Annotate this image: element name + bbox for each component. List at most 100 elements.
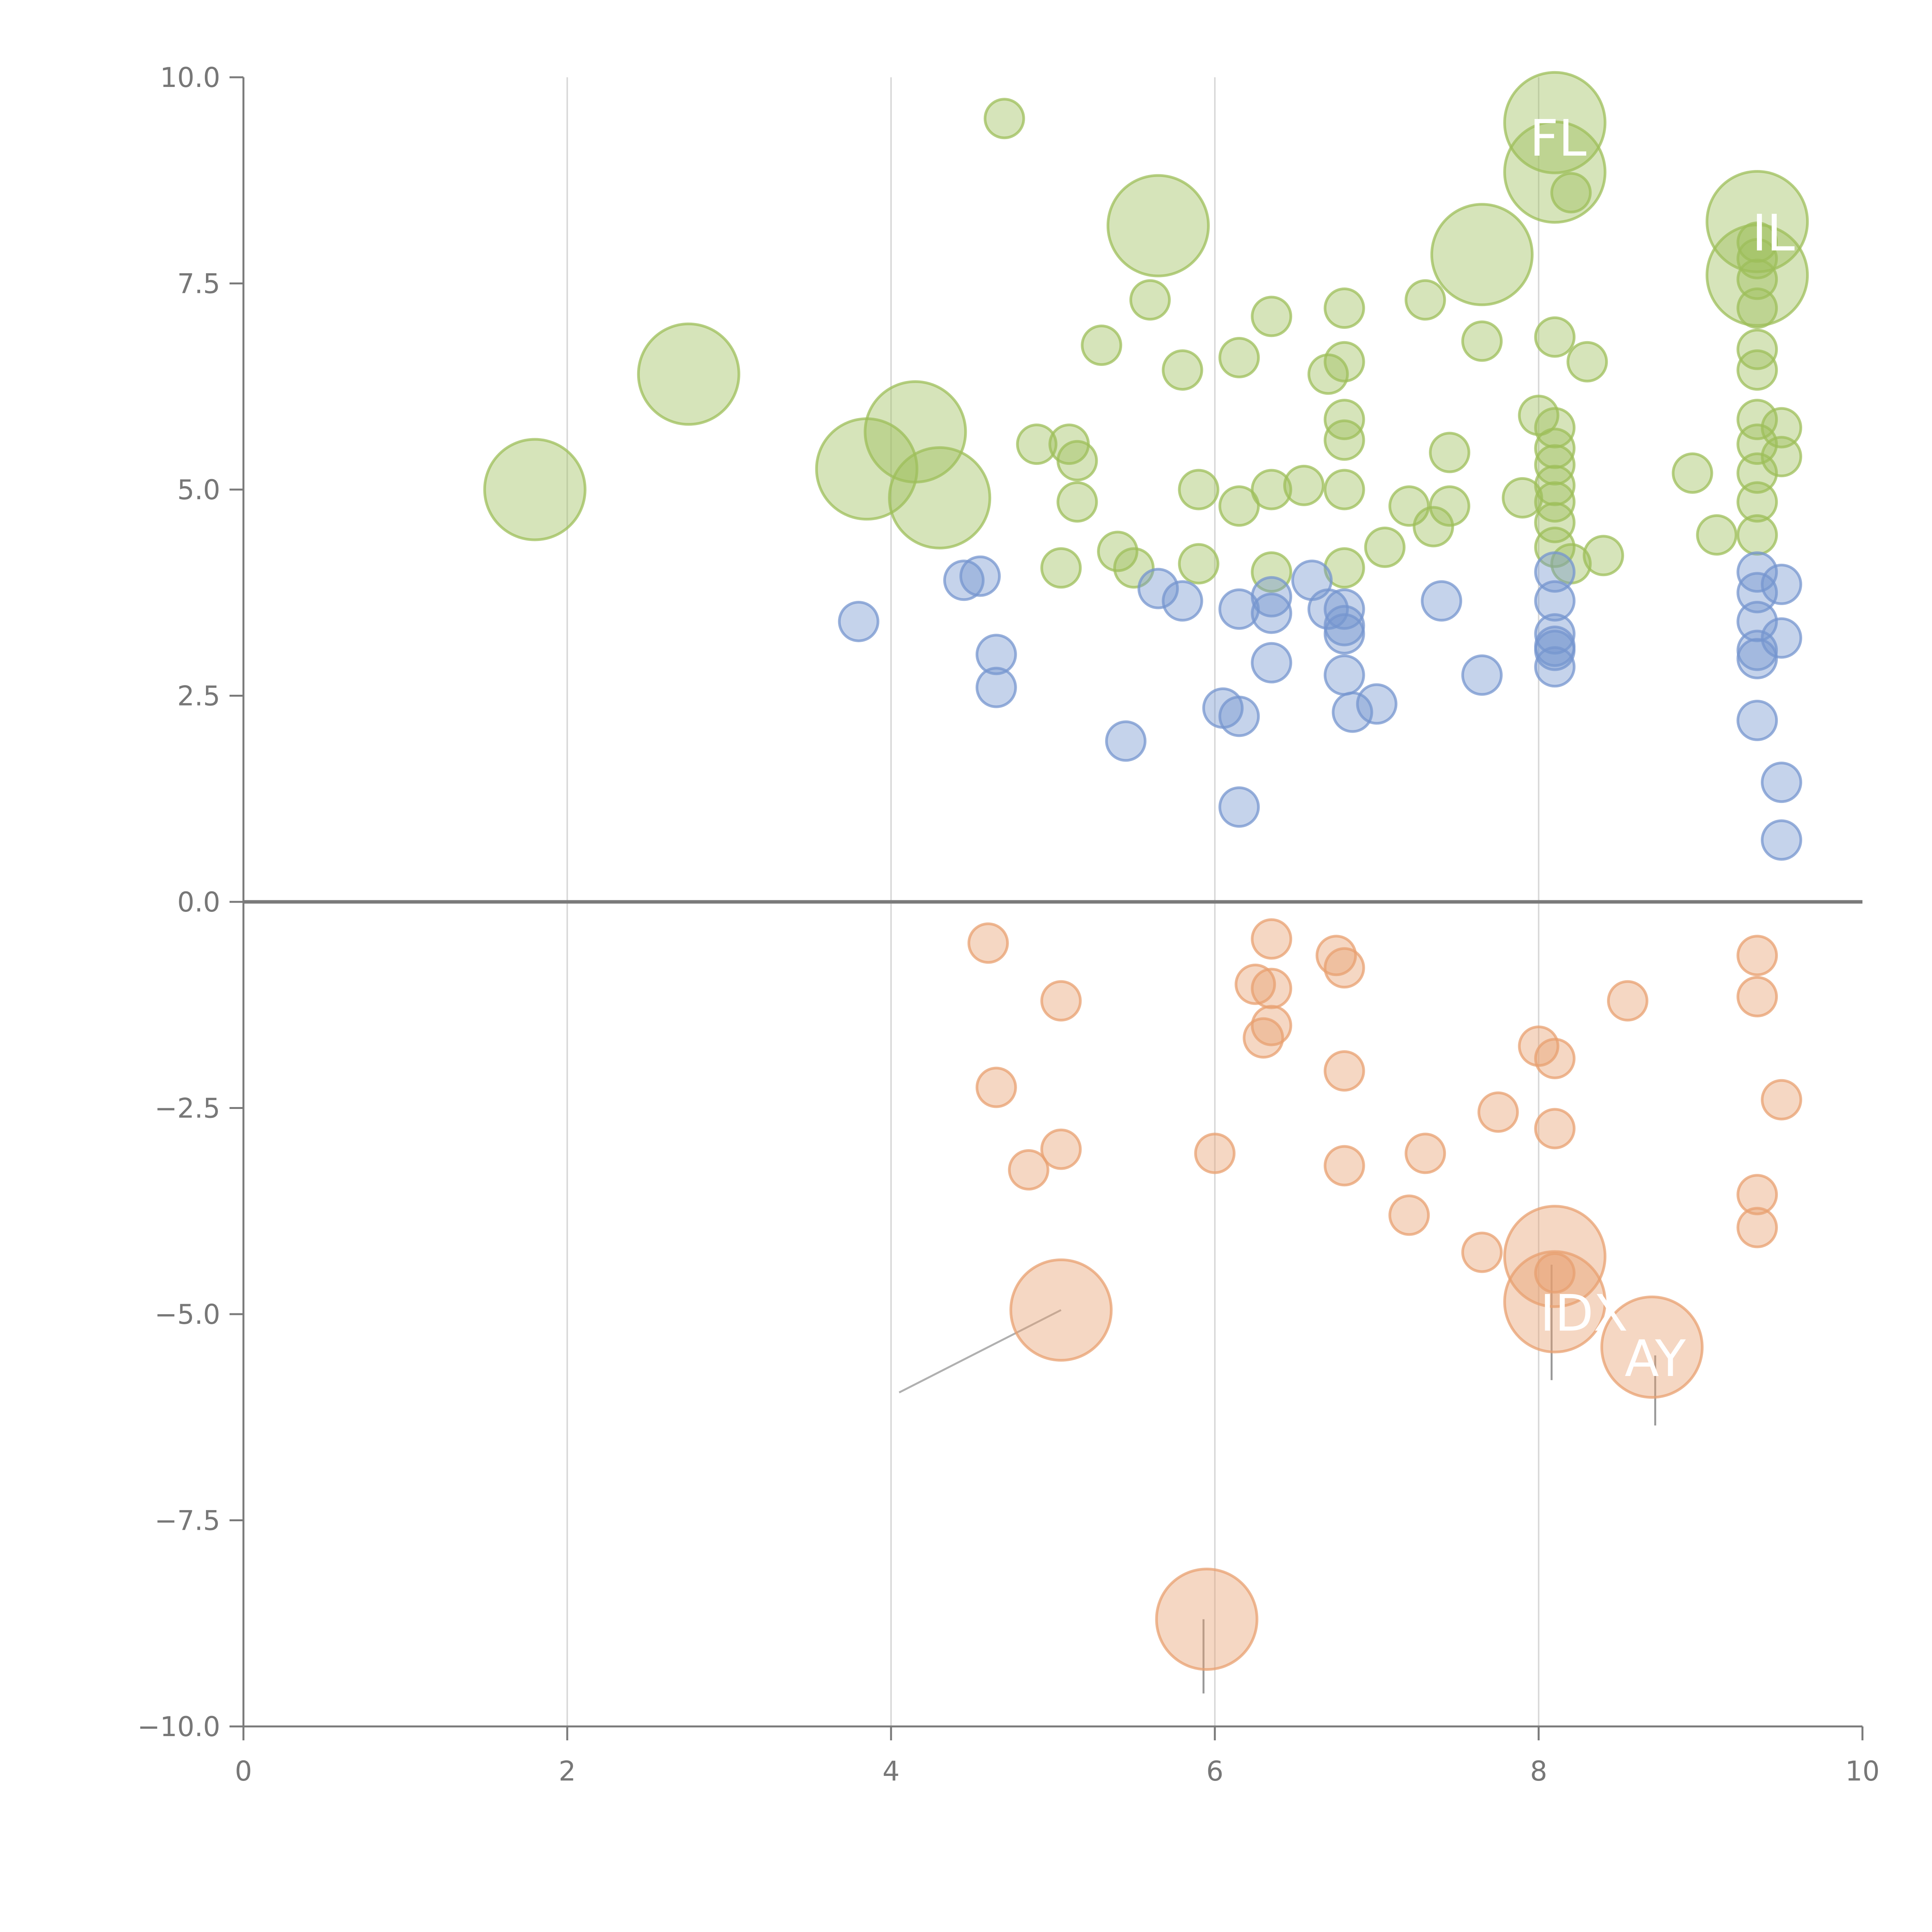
green-bubble [1218, 337, 1260, 379]
green-bubble [1413, 506, 1454, 548]
blue-bubble [1534, 613, 1576, 655]
x-tick-label: 4 [883, 1755, 900, 1787]
blue-bubble [1218, 696, 1260, 737]
green-bubble [1736, 399, 1778, 440]
orange-bubble [1040, 1128, 1082, 1170]
orange-bubble [1761, 1079, 1802, 1121]
bubble-labels: FL IL IDX AY [1530, 109, 1795, 1388]
green-bubble [1405, 279, 1446, 321]
green-bubble [1696, 514, 1738, 556]
orange-bubble [1503, 1250, 1607, 1354]
y-tick-label: 0.0 [177, 886, 220, 918]
y-tick-label: −5.0 [155, 1299, 220, 1330]
green-bubble [1429, 432, 1471, 473]
green-bubble [1566, 341, 1608, 383]
green-bubble [1178, 469, 1219, 510]
orange-bubble [1008, 1149, 1049, 1191]
green-bubble [1736, 287, 1778, 329]
orange-bubble [1040, 980, 1082, 1022]
callout-line [834, 451, 867, 470]
bubble-label-ay: AY [1625, 1329, 1686, 1388]
orange-bubble [1534, 1037, 1576, 1079]
blue-bubble [1307, 588, 1349, 630]
blue-bubble [1534, 551, 1576, 593]
bubbles [483, 71, 1809, 1671]
blue-bubble [1356, 683, 1398, 725]
callout-line [930, 497, 941, 531]
blue-bubble [1323, 588, 1365, 630]
orange-bubble [1736, 1174, 1778, 1216]
green-bubble [1178, 543, 1219, 585]
green-bubble [888, 446, 992, 549]
y-tick-label: 5.0 [177, 474, 220, 506]
orange-bubble [1251, 968, 1293, 1009]
green-bubble [1081, 325, 1122, 366]
orange-bubble [1405, 1133, 1446, 1174]
blue-bubble [1105, 720, 1147, 762]
callout-line [914, 402, 932, 432]
orange-bubble [1009, 1258, 1113, 1362]
orange-bubble [1155, 1568, 1259, 1671]
orange-bubble [1323, 1145, 1365, 1187]
green-bubble [1736, 452, 1778, 494]
green-bubble [1534, 502, 1576, 543]
orange-bubble [1534, 1108, 1576, 1150]
green-bubble [1218, 485, 1260, 527]
green-bubble [1429, 485, 1471, 527]
green-bubble [1323, 287, 1365, 329]
orange-bubble [967, 922, 1009, 964]
blue-bubble [1761, 819, 1802, 861]
green-bubble [1550, 172, 1592, 214]
callout-line [655, 349, 689, 375]
green-bubble [1706, 170, 1809, 273]
y-tick-labels: 10.0 7.5 5.0 2.5 0.0 −2.5 −5.0 −7.5 −10.… [137, 62, 220, 1743]
bubble-label-idx: IDX [1540, 1284, 1628, 1343]
green-bubble [1323, 341, 1365, 383]
green-bubble [1283, 464, 1325, 506]
blue-bubble [1137, 568, 1179, 609]
green-bubble [1251, 296, 1293, 337]
green-bubble [1672, 452, 1713, 494]
green-bubble [1251, 469, 1293, 510]
green-bubble [1129, 279, 1171, 321]
blue-bubble [1761, 762, 1802, 803]
blue-bubble [1251, 576, 1293, 617]
callout-line [898, 1309, 1062, 1393]
blue-bubble [1736, 700, 1778, 742]
axes [230, 76, 1864, 1740]
green-bubble [1503, 120, 1607, 224]
green-bubble [1736, 481, 1778, 523]
blue-bubble [1323, 613, 1365, 655]
x-tick-label: 6 [1206, 1755, 1224, 1787]
green-bubble [637, 322, 740, 426]
orange-bubble [1607, 980, 1648, 1022]
orange-bubble [1736, 976, 1778, 1017]
orange-bubble [1461, 1231, 1503, 1273]
green-bubble [1736, 238, 1778, 279]
blue-bubble [975, 667, 1017, 708]
orange-bubble [1194, 1133, 1236, 1174]
orange-bubble [1600, 1295, 1704, 1399]
orange-bubble [1235, 963, 1276, 1005]
orange-bubble [1243, 1017, 1284, 1059]
green-bubble [1323, 469, 1365, 510]
orange-bubble [1323, 1050, 1365, 1092]
green-bubble [1736, 328, 1778, 370]
orange-bubble [1503, 1205, 1607, 1308]
green-bubble [1706, 223, 1809, 327]
green-bubble [1430, 203, 1534, 306]
green-bubble [1761, 407, 1802, 449]
orange-bubble [1323, 947, 1365, 989]
y-tick-label: −2.5 [155, 1093, 220, 1124]
callout-line [1725, 274, 1757, 281]
green-bubble [1056, 481, 1098, 523]
green-bubble [1364, 526, 1406, 568]
green-bubble [1040, 547, 1082, 589]
green-bubble [864, 380, 967, 484]
blue-bubble [1251, 642, 1293, 684]
x-tick-label: 8 [1530, 1755, 1548, 1787]
orange-bubble [1315, 935, 1357, 976]
blue-bubble [1332, 691, 1373, 733]
green-bubble [1534, 316, 1576, 358]
green-bubble [1761, 436, 1802, 478]
